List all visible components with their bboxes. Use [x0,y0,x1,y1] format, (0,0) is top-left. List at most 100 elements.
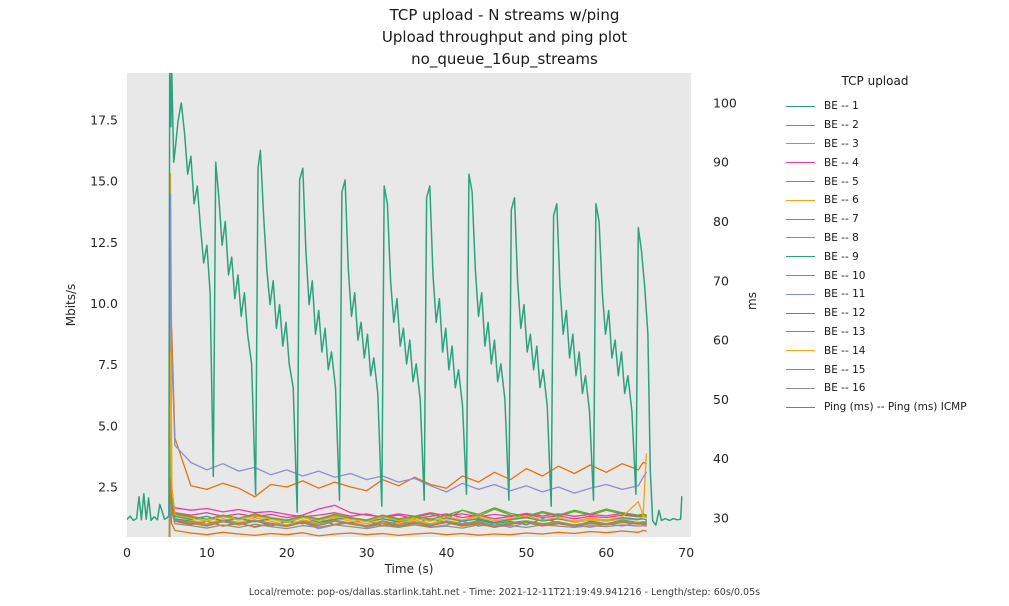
x-tick-30: 30 [359,545,375,560]
x-tick-0: 0 [123,545,131,560]
x-tick-40: 40 [439,545,455,560]
legend-swatch-icon [786,275,815,277]
legend-swatch-icon [786,181,815,183]
legend-swatch-icon [786,387,815,389]
y-left-tick-12.5: 12.5 [90,235,118,250]
legend-item-be-8: BE -- 8 [777,229,987,248]
series-line-be-15 [168,478,647,537]
x-tick-20: 20 [279,545,295,560]
legend-label: BE -- 14 [824,344,866,357]
legend-label: BE -- 12 [824,307,866,320]
series-group [127,73,683,537]
y-right-axis-label: ms [745,292,759,310]
legend-swatch-icon [786,218,815,220]
series-line-be-10 [168,503,647,537]
series-line-be-6 [168,173,647,537]
legend-item-be-9: BE -- 9 [777,247,987,266]
legend-swatch-icon [786,312,815,314]
legend-label: Ping (ms) -- Ping (ms) ICMP [824,401,967,414]
legend-item-be-15: BE -- 15 [777,360,987,379]
legend-title: TCP upload [841,74,909,88]
legend-swatch-icon [786,162,815,164]
y-left-axis-label: Mbits/s [64,284,78,327]
legend-item-be-10: BE -- 10 [777,266,987,285]
y-right-tick-80: 80 [713,214,729,229]
series-line-be-13 [168,437,647,537]
legend-item-be-6: BE -- 6 [777,191,987,210]
legend-items: BE -- 1 BE -- 2 BE -- 3 BE -- 4 BE -- 5 BE --… [777,97,987,417]
legend-item-be-16: BE -- 16 [777,379,987,398]
y-right-tick-40: 40 [713,451,729,466]
axis-ticks-group: 0 10 20 30 40 50 60 70 2.5 5.0 7.5 10.0 12.5 15.0 17.5… [90,95,737,560]
x-tick-60: 60 [598,545,614,560]
series-line-be-16 [168,503,647,537]
legend-swatch-icon [786,331,815,333]
series-line-be-8 [168,498,647,537]
y-left-tick-5.0: 5.0 [98,418,118,433]
y-right-tick-100: 100 [713,95,737,110]
legend-swatch-icon [786,199,815,201]
legend-label: BE -- 1 [824,100,859,113]
legend-swatch-icon [786,256,815,258]
plot-title: TCP upload - N streams w/ping Upload thr… [0,4,1009,70]
legend-swatch-icon [786,237,815,239]
series-line-ping-ms-icmp [127,73,683,526]
y-right-tick-50: 50 [713,392,729,407]
legend-swatch-icon [786,350,815,352]
legend-label: BE -- 7 [824,213,859,226]
plot-background [127,73,691,537]
legend-item-be-13: BE -- 13 [777,323,987,342]
y-right-tick-70: 70 [713,273,729,288]
y-left-tick-2.5: 2.5 [98,479,118,494]
series-line-be-14 [168,351,647,537]
plot-title-line-3: no_queue_16up_streams [411,50,598,68]
legend-item-be-4: BE -- 4 [777,153,987,172]
legend-label: BE -- 3 [824,137,859,150]
legend-label: BE -- 8 [824,231,859,244]
legend-item-be-7: BE -- 7 [777,210,987,229]
legend-swatch-icon [786,369,815,371]
legend-label: BE -- 4 [824,156,859,169]
legend-item-be-12: BE -- 12 [777,304,987,323]
legend-swatch-icon [786,406,815,408]
plot-title-line-1: TCP upload - N streams w/ping [389,6,620,24]
legend-swatch-icon [786,293,815,295]
legend-item-be-1: BE -- 1 [777,97,987,116]
legend-item-be-14: BE -- 14 [777,341,987,360]
legend-label: BE -- 10 [824,269,866,282]
legend-label: BE -- 6 [824,194,859,207]
legend-item-be-2: BE -- 2 [777,116,987,135]
y-right-tick-90: 90 [713,155,729,170]
legend-label: BE -- 9 [824,250,859,263]
y-left-tick-10.0: 10.0 [90,296,118,311]
series-line-be-2 [168,327,647,537]
series-line-be-12 [168,486,647,537]
legend-item-be-11: BE -- 11 [777,285,987,304]
legend-item-be-5: BE -- 5 [777,172,987,191]
legend-label: BE -- 11 [824,288,866,301]
y-left-tick-17.5: 17.5 [90,112,118,127]
y-right-tick-60: 60 [713,333,729,348]
x-axis-label: Time (s) [384,562,434,576]
legend-swatch-icon [786,143,815,145]
y-right-tick-30: 30 [713,511,729,526]
y-left-tick-15.0: 15.0 [90,174,118,189]
series-line-be-4 [168,493,647,537]
legend-item-be-3: BE -- 3 [777,135,987,154]
x-tick-10: 10 [199,545,215,560]
legend-label: BE -- 2 [824,119,859,132]
legend-swatch-icon [786,124,815,126]
y-left-tick-7.5: 7.5 [98,357,118,372]
plot-title-line-2: Upload throughput and ping plot [381,28,628,46]
legend-label: BE -- 16 [824,382,866,395]
x-tick-70: 70 [678,545,694,560]
legend-swatch-icon [786,105,815,107]
footer-metadata: Local/remote: pop-os/dallas.starlink.tah… [248,587,761,598]
x-tick-50: 50 [518,545,534,560]
legend-label: BE -- 15 [824,363,866,376]
series-line-be-11 [168,192,647,537]
legend-label: BE -- 13 [824,325,866,338]
